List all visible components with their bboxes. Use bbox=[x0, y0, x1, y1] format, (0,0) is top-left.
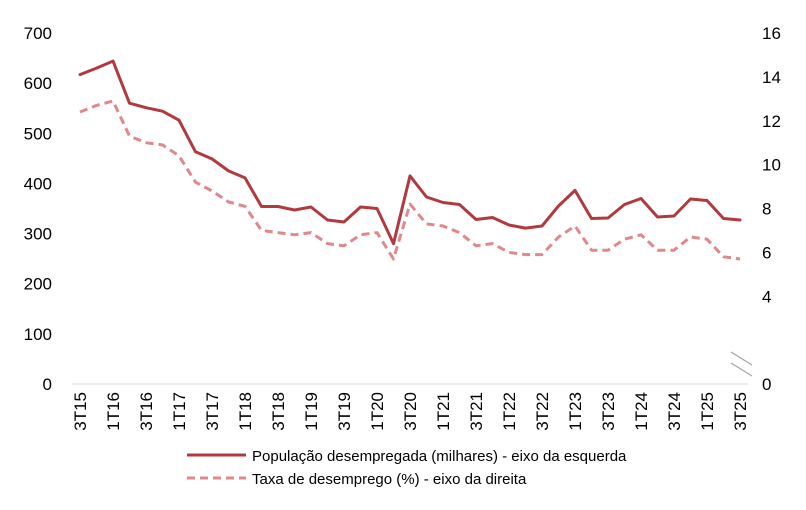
left-tick-label: 0 bbox=[43, 375, 52, 394]
right-tick-label: 8 bbox=[762, 200, 771, 219]
x-axis: 3T15 1T16 3T16 1T17 3T17 1T18 3T18 1T19 3T19 1T20… bbox=[71, 392, 750, 431]
left-tick-label: 700 bbox=[24, 24, 52, 43]
x-tick-label: 3T23 bbox=[599, 392, 618, 431]
x-tick-label: 1T22 bbox=[500, 392, 519, 431]
x-tick-label: 3T15 bbox=[71, 392, 90, 431]
left-tick-label: 600 bbox=[24, 74, 52, 93]
left-tick-label: 300 bbox=[24, 225, 52, 244]
left-axis: 0 100 200 300 400 500 600 700 bbox=[24, 24, 52, 394]
right-tick-label: 14 bbox=[762, 68, 781, 87]
axis-break-mark bbox=[730, 351, 753, 377]
x-tick-label: 1T16 bbox=[104, 392, 123, 431]
right-tick-label: 4 bbox=[762, 287, 771, 306]
x-tick-label: 1T20 bbox=[368, 392, 387, 431]
right-tick-label: 10 bbox=[762, 156, 781, 175]
x-tick-label: 3T24 bbox=[665, 392, 684, 431]
right-tick-label: 0 bbox=[762, 375, 771, 394]
series-line-unemployment-rate bbox=[79, 99, 741, 261]
x-tick-label: 1T21 bbox=[434, 392, 453, 431]
x-tick-label: 3T20 bbox=[401, 392, 420, 431]
x-tick-label: 3T17 bbox=[203, 392, 222, 431]
right-tick-label: 16 bbox=[762, 24, 781, 43]
x-tick-label: 3T25 bbox=[731, 392, 750, 431]
axis-break-line bbox=[730, 362, 753, 377]
left-tick-label: 100 bbox=[24, 325, 52, 344]
x-tick-label: 1T23 bbox=[566, 392, 585, 431]
x-tick-label: 1T17 bbox=[170, 392, 189, 431]
right-tick-label: 6 bbox=[762, 243, 771, 262]
x-tick-label: 1T25 bbox=[698, 392, 717, 431]
x-tick-label: 3T21 bbox=[467, 392, 486, 431]
left-tick-label: 500 bbox=[24, 124, 52, 143]
left-tick-label: 200 bbox=[24, 275, 52, 294]
x-tick-label: 1T19 bbox=[302, 392, 321, 431]
legend: População desempregada (milhares) - eixo… bbox=[187, 448, 627, 488]
legend-label-unemployed-population: População desempregada (milhares) - eixo… bbox=[252, 448, 627, 465]
right-tick-label: 12 bbox=[762, 112, 781, 131]
x-tick-label: 1T18 bbox=[236, 392, 255, 431]
legend-label-unemployment-rate: Taxa de desemprego (%) - eixo da direita bbox=[252, 471, 527, 488]
axis-break-line bbox=[730, 351, 753, 366]
x-tick-label: 3T16 bbox=[137, 392, 156, 431]
x-tick-label: 3T18 bbox=[269, 392, 288, 431]
x-tick-label: 3T22 bbox=[533, 392, 552, 431]
right-axis: 0 4 6 8 10 12 14 16 bbox=[762, 24, 781, 394]
series-line-unemployed-population bbox=[78, 59, 742, 246]
x-tick-label: 1T24 bbox=[632, 392, 651, 431]
series-layer bbox=[78, 59, 742, 261]
x-tick-label: 3T19 bbox=[335, 392, 354, 431]
left-tick-label: 400 bbox=[24, 174, 52, 193]
